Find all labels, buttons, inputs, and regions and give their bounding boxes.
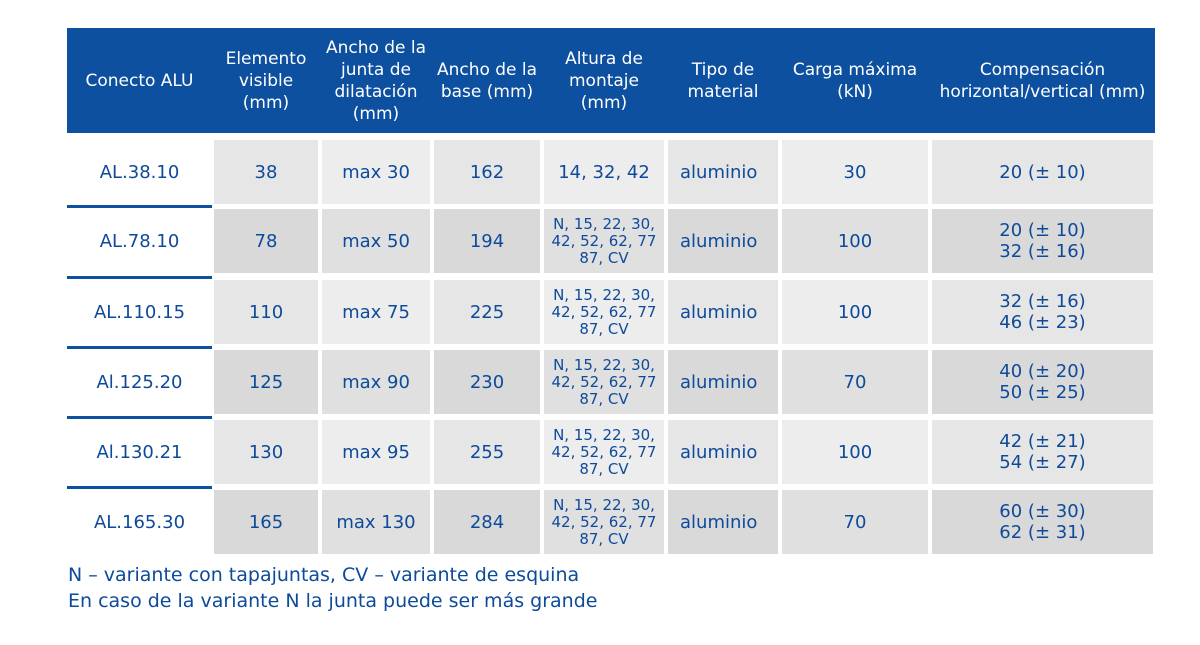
table-cell: N, 15, 22, 30, 42, 52, 62, 77 87, CV [544,280,664,344]
header-cell: Ancho de la junta de dilatación (mm) [325,37,427,124]
table-cell: 70 [782,350,928,414]
table-cell: 42 (± 21) 54 (± 27) [932,420,1153,484]
table-cell: max 50 [322,209,430,273]
table-cell: 165 [214,490,318,554]
row-divider [67,416,212,419]
row-divider [67,486,212,489]
header-cell: Elemento visible (mm) [225,48,307,113]
table-cell: aluminio [668,209,778,273]
table-cell: AL.165.30 [67,490,212,554]
table-cell: 255 [434,420,540,484]
table-cell: 284 [434,490,540,554]
table-cell: 32 (± 16) 46 (± 23) [932,280,1153,344]
header-cell: Ancho de la base (mm) [436,59,538,102]
table-cell: Al.125.20 [67,350,212,414]
table-cell: 194 [434,209,540,273]
footnote: En caso de la variante N la junta puede … [68,590,598,612]
table-cell: 20 (± 10) 32 (± 16) [932,209,1153,273]
table-cell: N, 15, 22, 30, 42, 52, 62, 77 87, CV [544,350,664,414]
table-cell: 40 (± 20) 50 (± 25) [932,350,1153,414]
table-cell: 20 (± 10) [932,140,1153,204]
header-band [67,28,1155,133]
table-cell: 110 [214,280,318,344]
table-cell: 130 [214,420,318,484]
table-cell: 14, 32, 42 [544,140,664,204]
table-cell: 230 [434,350,540,414]
header-cell: Compensación horizontal/vertical (mm) [939,59,1146,102]
table-cell: 100 [782,209,928,273]
table-cell: N, 15, 22, 30, 42, 52, 62, 77 87, CV [544,420,664,484]
table-cell: max 30 [322,140,430,204]
row-divider [67,205,212,208]
table-cell: aluminio [668,420,778,484]
table-cell: max 130 [322,490,430,554]
table-cell: 78 [214,209,318,273]
table-cell: max 95 [322,420,430,484]
table-cell: aluminio [668,140,778,204]
table-cell: aluminio [668,350,778,414]
table-cell: N, 15, 22, 30, 42, 52, 62, 77 87, CV [544,209,664,273]
table-cell: 100 [782,420,928,484]
header-cell: Conecto ALU [85,70,194,91]
table-cell: aluminio [668,280,778,344]
table-cell: AL.110.15 [67,280,212,344]
table-cell: 70 [782,490,928,554]
row-divider [67,276,212,279]
table-cell: 125 [214,350,318,414]
table-cell: 225 [434,280,540,344]
header-cell: Altura de montaje (mm) [565,48,643,113]
table-cell: 30 [782,140,928,204]
table-cell: N, 15, 22, 30, 42, 52, 62, 77 87, CV [544,490,664,554]
table-cell: 100 [782,280,928,344]
table-cell: 38 [214,140,318,204]
header-cell: Carga máxima (kN) [792,59,918,102]
table-cell: 162 [434,140,540,204]
table-cell: 60 (± 30) 62 (± 31) [932,490,1153,554]
table-cell: Al.130.21 [67,420,212,484]
row-divider [67,346,212,349]
footnote: N – variante con tapajuntas, CV – varian… [68,564,580,586]
table-cell: max 90 [322,350,430,414]
table-cell: AL.38.10 [67,140,212,204]
header-cell: Tipo de material [687,59,759,102]
table-cell: max 75 [322,280,430,344]
table-cell: AL.78.10 [67,209,212,273]
table-cell: aluminio [668,490,778,554]
